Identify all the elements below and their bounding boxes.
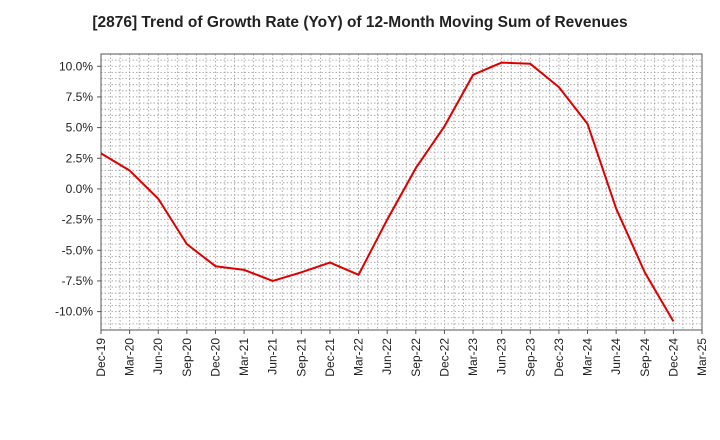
x-tick-label: Mar-25 [695, 338, 709, 376]
y-tick-label: 2.5% [66, 151, 94, 165]
x-tick-label: Dec-21 [323, 338, 337, 377]
x-tick-label: Mar-22 [352, 338, 366, 376]
x-tick-label: Sep-20 [180, 338, 194, 377]
y-tick-label: -2.5% [62, 213, 94, 227]
x-tick-label: Dec-23 [552, 338, 566, 377]
x-tick-label: Sep-21 [294, 338, 308, 377]
x-tick-label: Mar-24 [581, 338, 595, 376]
x-tick-label: Dec-22 [437, 338, 451, 377]
y-tick-label: -7.5% [62, 274, 94, 288]
x-tick-label: Sep-24 [638, 338, 652, 377]
plot-frame [100, 53, 703, 331]
y-tick-label: 5.0% [66, 121, 94, 135]
x-tick-label: Mar-23 [466, 338, 480, 376]
x-tick-label: Jun-24 [609, 338, 623, 375]
x-tick-label: Jun-22 [380, 338, 394, 375]
x-tick-label: Sep-23 [523, 338, 537, 377]
x-tick-label: Mar-21 [237, 338, 251, 376]
x-tick-label: Jun-23 [495, 338, 509, 375]
x-tick-label: Mar-20 [123, 338, 137, 376]
y-tick-label: -10.0% [55, 305, 93, 319]
y-tick-label: 0.0% [66, 182, 94, 196]
y-tick-label: -5.0% [62, 243, 94, 257]
x-tick-label: Sep-22 [409, 338, 423, 377]
chart-title: [2876] Trend of Growth Rate (YoY) of 12-… [92, 14, 628, 31]
x-tick-label: Jun-21 [266, 338, 280, 375]
y-tick-label: 10.0% [59, 59, 93, 73]
x-tick-label: Dec-20 [208, 338, 222, 377]
x-tick-label: Dec-24 [666, 338, 680, 377]
x-tick-label: Dec-19 [94, 338, 108, 377]
x-tick-label: Jun-20 [151, 338, 165, 375]
y-tick-label: 7.5% [66, 90, 94, 104]
